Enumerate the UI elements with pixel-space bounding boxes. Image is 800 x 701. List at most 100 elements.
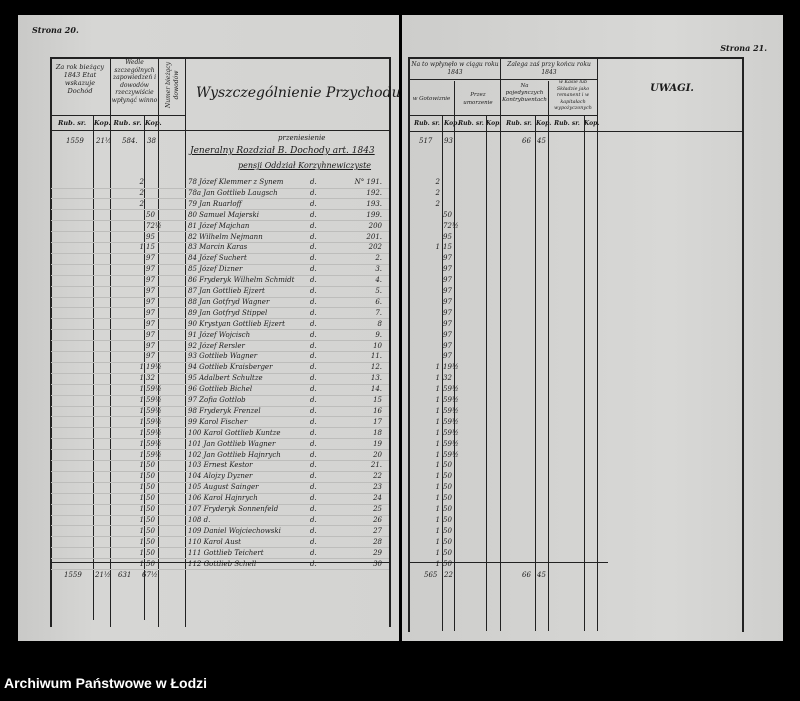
row-wedle-kop: 50 — [146, 537, 155, 546]
total-etat-kop: 21½ — [95, 571, 111, 579]
row-entry-name: 82 Wilhelm Nejmann — [188, 232, 263, 241]
row-wedle-kop: 50 — [146, 472, 155, 481]
header-kasa: w Kasie lub Składzie jako remanent i w k… — [554, 80, 592, 111]
carry-wedle-rub: 584. — [122, 137, 138, 145]
row-got-rub: 1 — [435, 494, 440, 503]
total-wedle-rub: 631 — [118, 571, 132, 579]
ruled-line — [51, 525, 389, 527]
row-wedle-rub: 2 — [139, 199, 144, 208]
row-entry-name: 103 Ernest Kestor — [188, 461, 253, 470]
row-line — [408, 79, 598, 80]
row-ditto: d. — [310, 417, 317, 426]
row-got-rub: 1 — [435, 406, 440, 415]
row-entry-name: 91 Józef Wojcisch — [188, 330, 251, 339]
row-line — [408, 115, 598, 116]
row-entry-name: 78a Jan Gottlieb Laugsch — [188, 188, 278, 197]
row-doc-number: 201. — [366, 232, 382, 241]
ruled-line — [51, 569, 389, 570]
row-ditto: d. — [310, 526, 317, 535]
row-got-kop: 97 — [443, 352, 452, 361]
heading-line: Jeneralny Rozdział B. Dochody art. 1843 — [190, 146, 375, 156]
row-entry-name: 110 Karol Aust — [188, 537, 241, 546]
row-doc-number: 17 — [373, 417, 382, 426]
row-got-rub: 1 — [435, 526, 440, 535]
ruled-line — [51, 514, 389, 516]
row-entry-name: 98 Fryderyk Frenzel — [188, 406, 261, 415]
header-rub: Rub. sr. — [58, 119, 86, 127]
row-entry-name: 94 Gottlieb Kraisberger — [188, 363, 273, 372]
row-wedle-kop: 50 — [146, 505, 155, 513]
row-wedle-kop: 59½ — [146, 406, 162, 415]
row-doc-number: 5. — [375, 287, 382, 295]
row-wedle-kop: 97 — [146, 297, 155, 306]
row-wedle-rub: 1 — [139, 450, 144, 459]
row-got-kop: 50 — [443, 559, 452, 568]
header-kop: Kop. — [486, 120, 502, 127]
row-entry-name: 88 Jan Gotfryd Wagner — [188, 297, 270, 306]
row-got-rub: 1 — [435, 461, 440, 470]
row-got-kop: 59½ — [443, 439, 459, 448]
header-numer: Numer bieżący dowodów — [165, 62, 180, 108]
row-got-kop: 32 — [443, 374, 452, 383]
row-entry-name: 93 Gottlieb Wagner — [188, 352, 258, 361]
row-ditto: d. — [310, 297, 317, 306]
row-entry-name: 90 Krystyan Gottlieb Ejzert — [188, 319, 285, 328]
row-ditto: d. — [310, 559, 317, 568]
row-got-rub: 1 — [435, 417, 440, 426]
row-got-kop: 15 — [443, 243, 452, 252]
row-got-kop: 72½ — [443, 221, 459, 230]
row-got-kop: 97 — [443, 297, 452, 306]
row-ditto: d. — [310, 254, 317, 263]
ruled-line — [51, 438, 389, 440]
row-wedle-rub: 2 — [139, 178, 144, 186]
row-wedle-rub: 1 — [139, 526, 144, 535]
row-doc-number: 10 — [373, 341, 382, 350]
row-got-kop: 97 — [443, 330, 452, 339]
ruled-line — [51, 252, 389, 254]
row-wedle-kop: 97 — [146, 352, 155, 361]
row-entry-name: 79 Jan Ruarloff — [188, 199, 242, 208]
ruled-line — [51, 536, 389, 538]
row-got-kop: 95 — [443, 232, 452, 241]
row-wedle-kop: 97 — [146, 319, 155, 328]
row-got-kop: 59½ — [443, 396, 459, 404]
carry-got-kop: 93 — [444, 137, 453, 145]
col-line — [185, 57, 187, 627]
row-wedle-kop: 50 — [146, 559, 155, 568]
page-number: Strona 20. — [32, 25, 79, 35]
row-got-rub: 1 — [435, 537, 440, 546]
row-wedle-rub: 1 — [139, 548, 144, 557]
row-ditto: d. — [310, 374, 317, 383]
row-entry-name: 96 Gottlieb Bichel — [188, 385, 253, 394]
row-entry-name: 95 Adalbert Schultze — [188, 374, 263, 383]
row-ditto: d. — [310, 450, 317, 459]
row-got-kop: 19½ — [443, 363, 459, 372]
row-line — [50, 130, 391, 132]
header-kop: Kop. — [536, 120, 552, 127]
row-wedle-kop: 50 — [146, 483, 155, 492]
row-got-kop: 59½ — [443, 385, 459, 394]
row-doc-number: 8 — [377, 319, 382, 328]
row-got-kop: 97 — [443, 254, 452, 263]
row-got-rub: 1 — [435, 363, 440, 372]
row-got-kop: 50 — [443, 548, 452, 557]
row-doc-number: 22 — [373, 472, 382, 481]
row-entry-name: 108 d. — [188, 515, 211, 524]
row-line — [408, 131, 744, 133]
left-ledger-page: Strona 20. Za rok bieżący 1843 Etat wska… — [18, 15, 401, 641]
row-wedle-kop: 59½ — [146, 385, 162, 394]
row-ditto: d. — [310, 276, 317, 285]
row-got-kop: 50 — [443, 515, 452, 524]
right-ledger-page: Strona 21. Na to wpłynęło w ciągu roku 1… — [402, 15, 783, 641]
row-doc-number: 13. — [370, 374, 382, 383]
row-entry-name: 102 Jan Gottlieb Hajnrych — [188, 450, 281, 459]
row-got-kop: 59½ — [443, 450, 459, 459]
row-doc-number: 14. — [370, 385, 382, 394]
row-doc-number: 2. — [375, 254, 382, 263]
row-doc-number: 23 — [373, 483, 382, 492]
row-ditto: d. — [310, 352, 317, 361]
row-wedle-rub: 1 — [139, 396, 144, 404]
row-wedle-kop: 97 — [146, 276, 155, 285]
col-line — [548, 81, 550, 631]
carry-wedle-kop: 38 — [147, 137, 156, 145]
